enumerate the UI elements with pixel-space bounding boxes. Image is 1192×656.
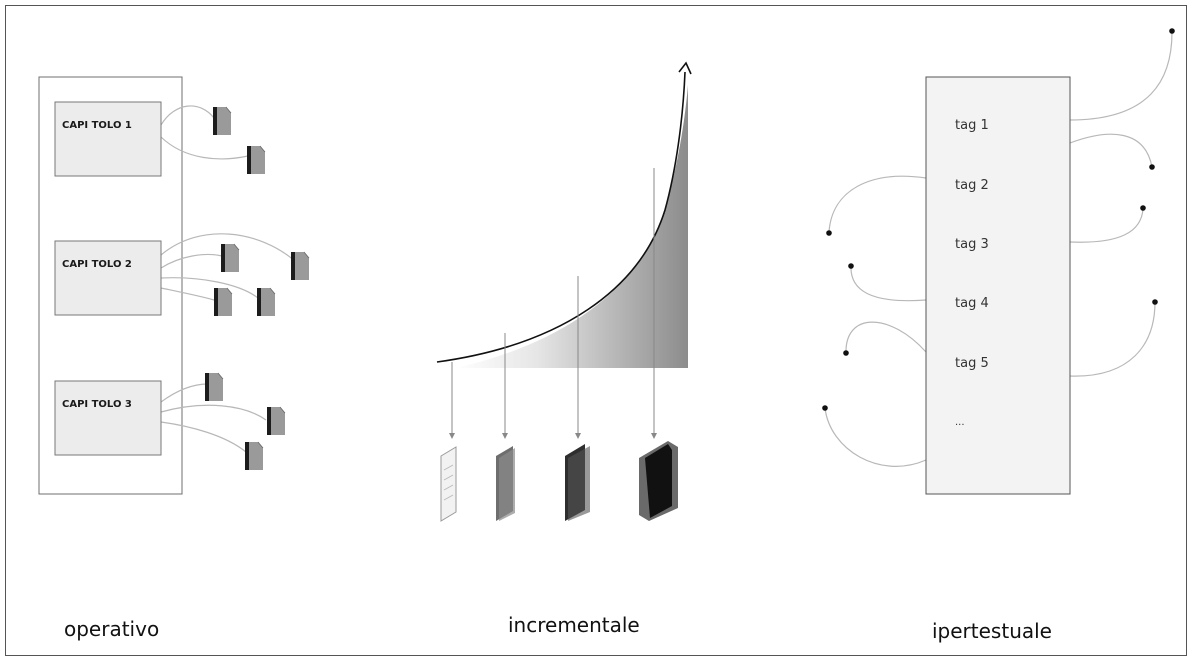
connector xyxy=(160,253,223,269)
document-icon xyxy=(256,287,276,317)
tag-label: ... xyxy=(955,417,965,428)
document-icon xyxy=(213,287,233,317)
tag-label: tag 2 xyxy=(955,178,989,193)
chapter-2: CAPI TOLO 2 xyxy=(54,240,162,316)
document-icon xyxy=(212,106,232,136)
connector xyxy=(160,404,267,421)
caption-ipertestuale: ipertestuale xyxy=(932,619,1052,643)
connector xyxy=(160,287,215,301)
endpoint-dot xyxy=(826,230,832,236)
growth-area xyxy=(455,85,688,368)
connector xyxy=(824,407,927,467)
drop-lines xyxy=(451,168,655,435)
connector xyxy=(845,321,927,354)
connector xyxy=(850,265,927,302)
chapter-1: CAPI TOLO 1 xyxy=(54,101,162,177)
document-icon xyxy=(220,243,240,273)
chapter-label: CAPI TOLO 2 xyxy=(62,259,132,270)
document-stack-2 xyxy=(496,446,515,521)
chapter-label: CAPI TOLO 3 xyxy=(62,399,132,410)
endpoint-dot xyxy=(1169,28,1175,34)
document-icon xyxy=(290,251,310,281)
tag-label: tag 1 xyxy=(955,118,989,133)
connector xyxy=(1069,133,1153,168)
document-icon xyxy=(244,441,264,471)
endpoint-dot xyxy=(1149,164,1155,170)
connector xyxy=(1069,31,1173,121)
endpoint-dot xyxy=(848,263,854,269)
document-icon xyxy=(246,145,266,175)
connector xyxy=(160,421,247,453)
connector xyxy=(1069,301,1156,377)
connector xyxy=(160,105,215,126)
document-stack-4 xyxy=(639,441,678,521)
tag-label: tag 5 xyxy=(955,356,989,371)
tag-label: tag 4 xyxy=(955,296,989,311)
document-icon xyxy=(204,372,224,402)
document-icon xyxy=(266,406,286,436)
operativo-panel: CAPI TOLO 1 CAPI TOLO 2 CAPI TOLO 3 oper… xyxy=(38,76,310,641)
endpoint-dot xyxy=(1140,205,1146,211)
connector xyxy=(160,136,249,160)
caption-operativo: operativo xyxy=(64,617,159,641)
endpoint-dot xyxy=(1152,299,1158,305)
chapter-label: CAPI TOLO 1 xyxy=(62,120,132,131)
connector xyxy=(1069,207,1144,243)
connector xyxy=(160,383,209,403)
document-stack-1 xyxy=(440,446,457,522)
drop-arrows xyxy=(449,433,657,439)
endpoint-dot xyxy=(843,350,849,356)
connector xyxy=(160,277,259,299)
ipertestuale-panel: tag 1 tag 2 tag 3 tag 4 tag 5 ... iperte… xyxy=(822,28,1175,643)
chapter-3: CAPI TOLO 3 xyxy=(54,380,162,456)
incrementale-panel: incrementale xyxy=(436,61,692,637)
tag-label: tag 3 xyxy=(955,237,989,252)
growth-curve xyxy=(436,71,686,363)
connector xyxy=(828,175,927,233)
arrow-head-icon xyxy=(678,61,692,75)
tag-container xyxy=(925,76,1071,495)
endpoint-dot xyxy=(822,405,828,411)
connector xyxy=(160,233,297,263)
document-stack-3 xyxy=(565,444,590,521)
caption-incrementale: incrementale xyxy=(508,613,640,637)
